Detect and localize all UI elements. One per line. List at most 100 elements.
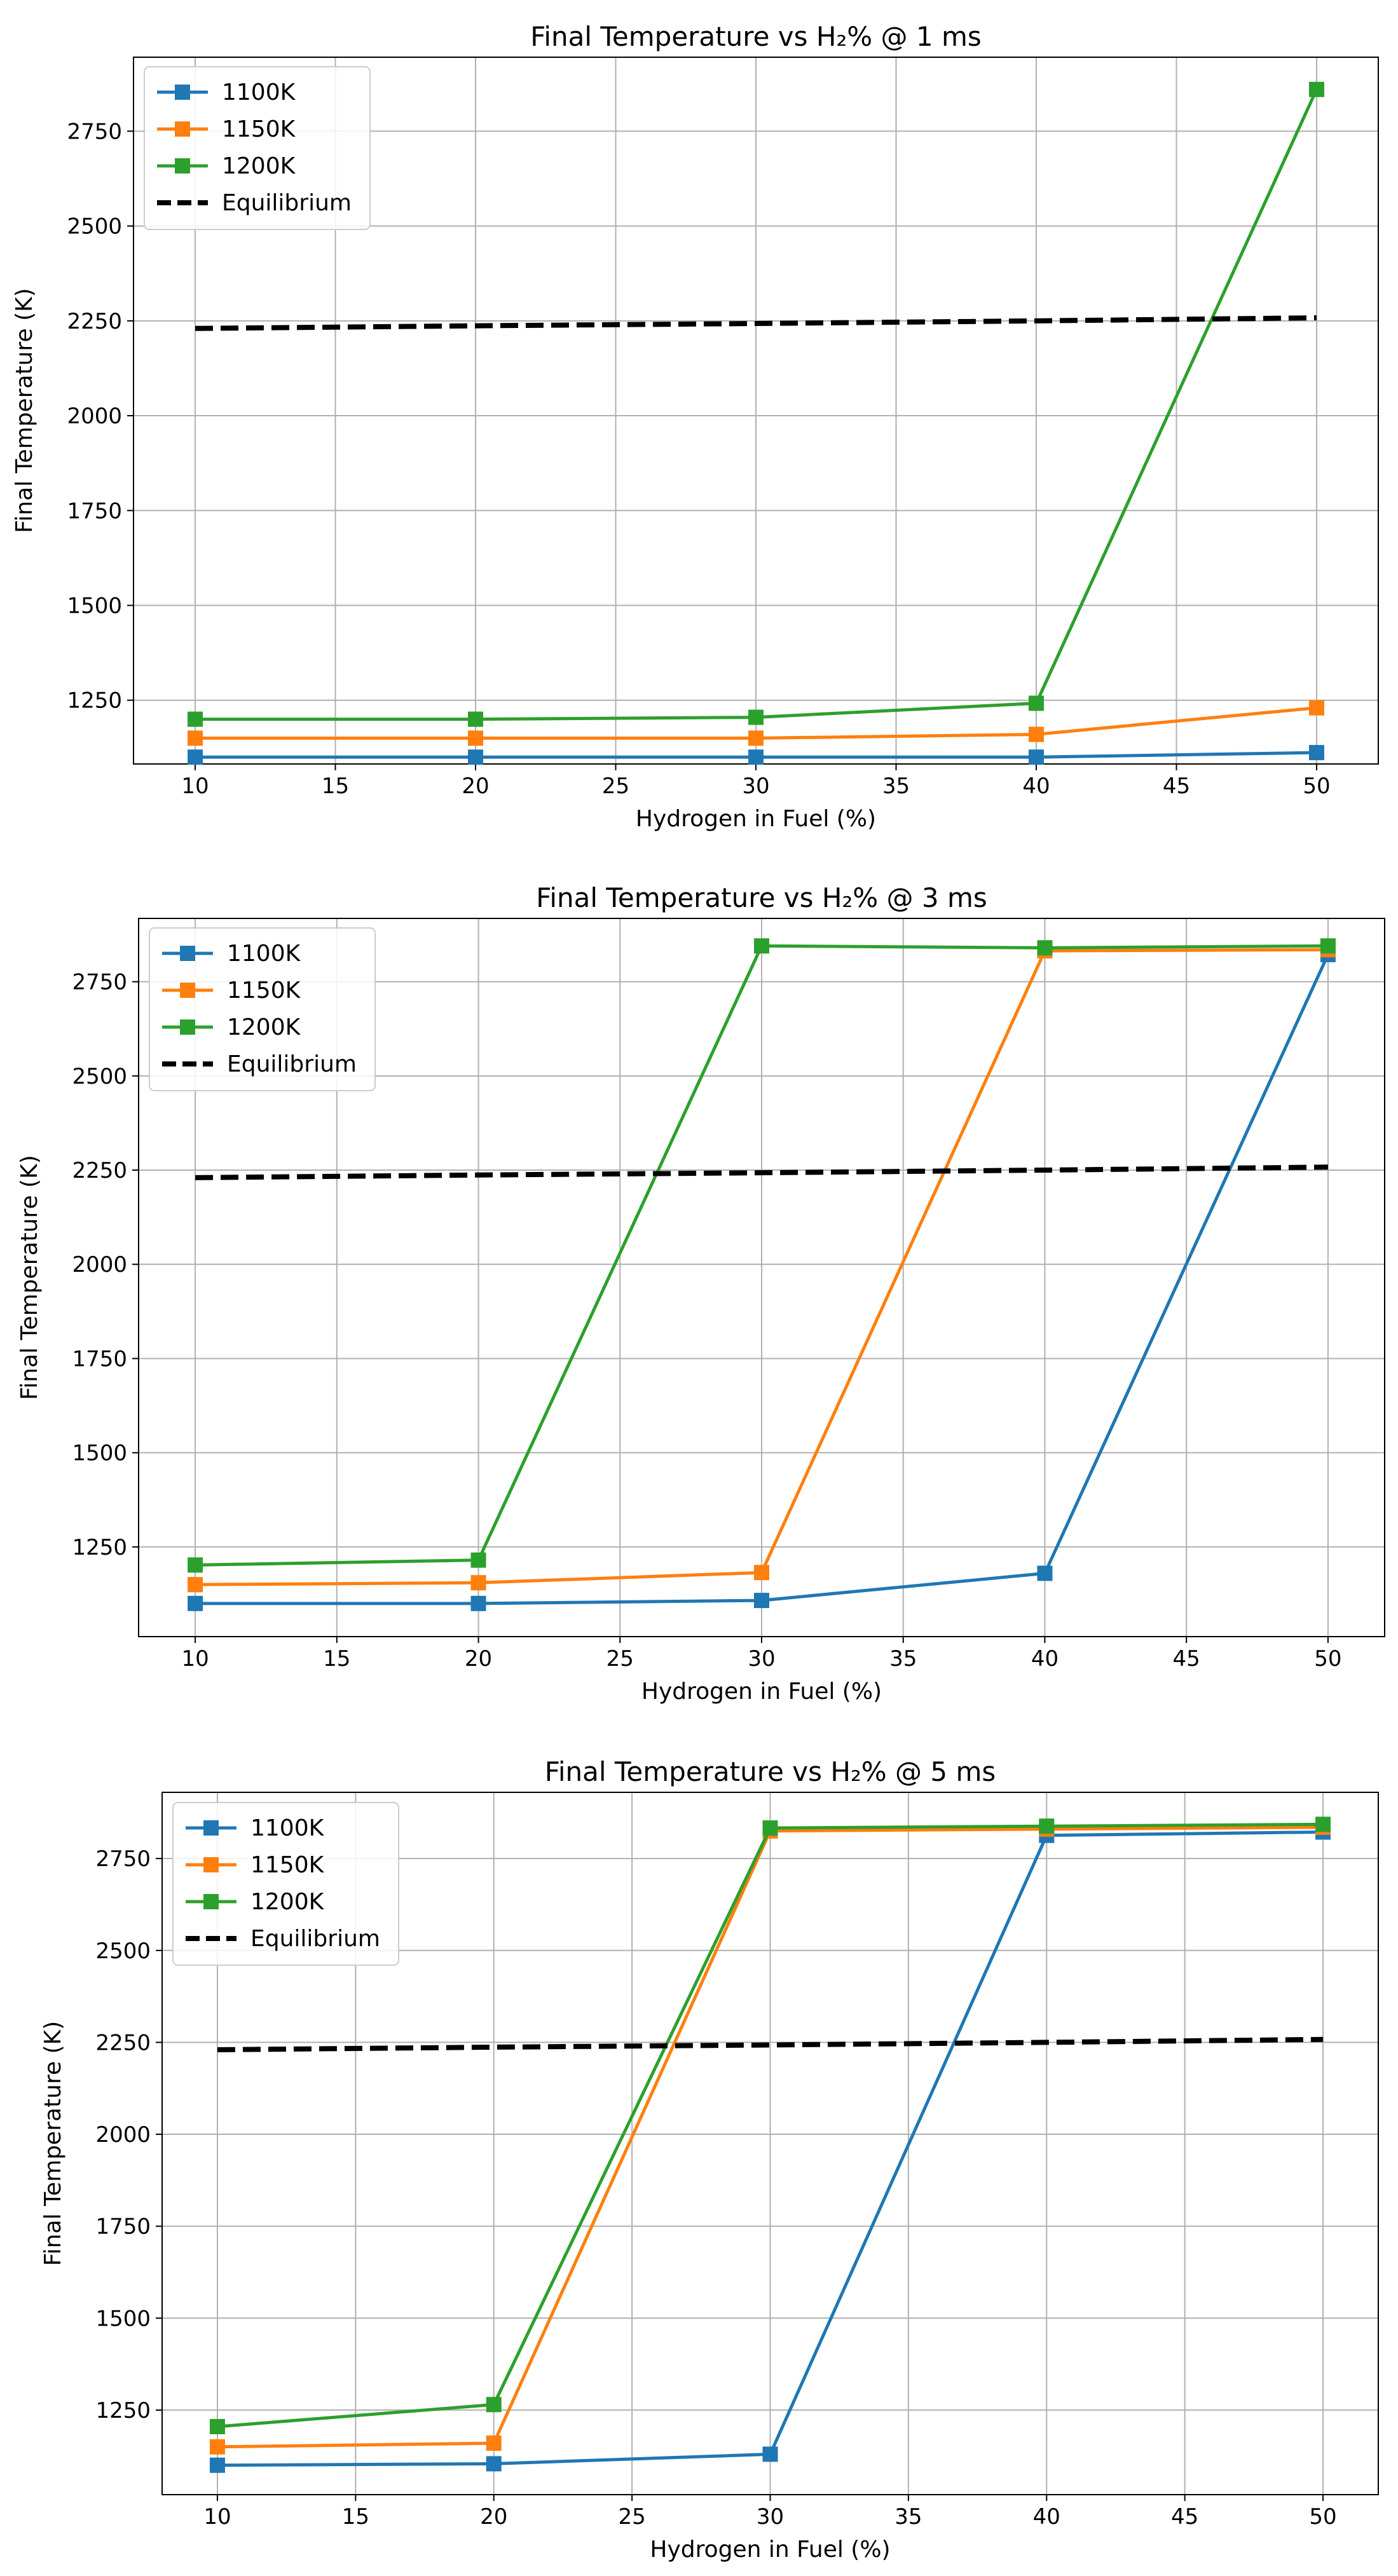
x-axis-label: Hydrogen in Fuel (%): [636, 806, 876, 832]
series-1100k: [209, 1824, 1331, 2473]
y-axis-label: Final Temperature (K): [17, 1155, 43, 1400]
y-tick-label: 2000: [67, 404, 122, 429]
x-tick-label: 20: [465, 1646, 492, 1672]
x-tick-label: 30: [757, 2504, 784, 2530]
y-tick-label: 2000: [95, 2122, 151, 2148]
data-point: [188, 749, 203, 765]
data-point: [1039, 1818, 1055, 1834]
data-point: [748, 749, 764, 765]
y-tick-label: 2500: [95, 1939, 151, 1964]
data-point: [1308, 700, 1324, 716]
data-point: [748, 709, 764, 725]
data-point: [754, 1565, 769, 1581]
x-tick-label: 40: [1022, 773, 1050, 799]
x-tick-label: 25: [606, 1646, 634, 1672]
legend: 1100K 1150K 1200K Equilibrium: [144, 66, 371, 230]
y-tick-label: 2750: [95, 1846, 151, 1872]
legend-marker: [180, 983, 195, 998]
chart-3: 10 15 20 25 30 35 40 45 50 1250 1500 1750 2000 2250 25…: [40, 1756, 1379, 2563]
y-axis-label: Final Temperature (K): [40, 2021, 66, 2266]
data-point: [762, 2446, 778, 2462]
data-point: [1028, 749, 1044, 765]
legend: 1100K 1150K 1200K Equilibrium: [172, 1802, 399, 1966]
legend-label: Equilibrium: [227, 1051, 357, 1077]
legend-marker: [203, 1857, 219, 1872]
x-tick-label: 35: [894, 2504, 922, 2530]
y-tick-label: 2500: [72, 1064, 127, 1089]
legend-label: 1100K: [222, 79, 296, 106]
data-point: [1315, 1816, 1331, 1832]
data-point: [188, 730, 203, 746]
y-axis-ticks: 1250 1500 1750 2000 2250 2500 2750: [72, 970, 139, 1560]
x-tick-label: 25: [618, 2504, 645, 2530]
legend-box: [149, 927, 376, 1091]
legend-label: Equilibrium: [250, 1926, 380, 1952]
data-point: [762, 1820, 778, 1836]
series-line: [195, 1164, 1328, 1180]
x-axis-ticks: 10 15 20 25 30 35 40 45 50: [203, 2495, 1337, 2530]
series-line: [195, 315, 1317, 331]
x-tick-label: 35: [882, 773, 910, 799]
x-tick-label: 50: [1303, 773, 1330, 799]
data-point: [209, 2457, 225, 2473]
data-point: [209, 2439, 225, 2455]
y-tick-label: 1250: [67, 688, 122, 714]
x-axis-label: Hydrogen in Fuel (%): [650, 2537, 890, 2563]
data-point: [470, 1575, 486, 1591]
legend-label: 1150K: [222, 116, 296, 142]
legend-marker: [175, 121, 190, 137]
chart-title: Final Temperature vs H₂% @ 1 ms: [530, 21, 982, 52]
chart-1: 10 15 20 25 30 35 40 45 50 1250 1500 1750 2000 2250 25…: [11, 21, 1379, 832]
grid: [162, 1792, 1378, 2495]
x-axis-ticks: 10 15 20 25 30 35 40 45 50: [181, 1637, 1342, 1672]
x-tick-label: 40: [1031, 1646, 1059, 1672]
x-tick-label: 15: [342, 2504, 369, 2530]
legend-label: 1150K: [250, 1852, 325, 1878]
y-tick-label: 2750: [67, 119, 122, 144]
x-tick-label: 30: [748, 1646, 775, 1672]
series-equilibrium: [217, 2036, 1324, 2052]
y-tick-label: 1750: [67, 498, 122, 524]
data-point: [754, 1593, 769, 1609]
y-tick-label: 2000: [72, 1252, 127, 1278]
legend-marker: [180, 946, 195, 961]
x-axis-ticks: 10 15 20 25 30 35 40 45 50: [181, 764, 1331, 799]
legend-label: 1200K: [222, 153, 296, 179]
y-tick-label: 2500: [67, 214, 122, 240]
x-tick-label: 20: [462, 773, 489, 799]
series-1200k: [209, 1816, 1331, 2434]
y-tick-label: 1500: [95, 2306, 151, 2331]
x-tick-label: 25: [602, 773, 629, 799]
legend-label: 1150K: [227, 978, 301, 1004]
x-tick-label: 10: [181, 1646, 209, 1672]
data-point: [468, 730, 484, 746]
legend-box: [144, 66, 371, 230]
y-tick-label: 1750: [95, 2214, 151, 2240]
data-point: [188, 711, 203, 727]
series-equilibrium: [195, 315, 1317, 331]
series-1200k: [188, 938, 1336, 1573]
legend-marker: [203, 1894, 219, 1909]
y-tick-label: 2250: [67, 309, 122, 334]
data-point: [470, 1552, 486, 1568]
legend: 1100K 1150K 1200K Equilibrium: [149, 927, 376, 1091]
data-point: [486, 2456, 502, 2472]
series-1200k: [188, 81, 1324, 727]
data-point: [486, 2397, 502, 2413]
data-point: [188, 1557, 203, 1573]
y-axis-label: Final Temperature (K): [11, 288, 38, 533]
legend-marker: [203, 1820, 219, 1836]
data-point: [470, 1595, 486, 1611]
data-point: [486, 2436, 502, 2451]
x-tick-label: 35: [889, 1646, 917, 1672]
x-tick-label: 20: [480, 2504, 507, 2530]
y-tick-label: 2750: [72, 970, 127, 995]
data-point: [754, 938, 769, 954]
series-line: [217, 2036, 1324, 2052]
legend-label: 1200K: [250, 1889, 325, 1915]
legend-label: Equilibrium: [222, 190, 352, 216]
x-tick-label: 45: [1173, 1646, 1200, 1672]
y-tick-label: 2250: [72, 1158, 127, 1183]
x-tick-label: 40: [1033, 2504, 1060, 2530]
